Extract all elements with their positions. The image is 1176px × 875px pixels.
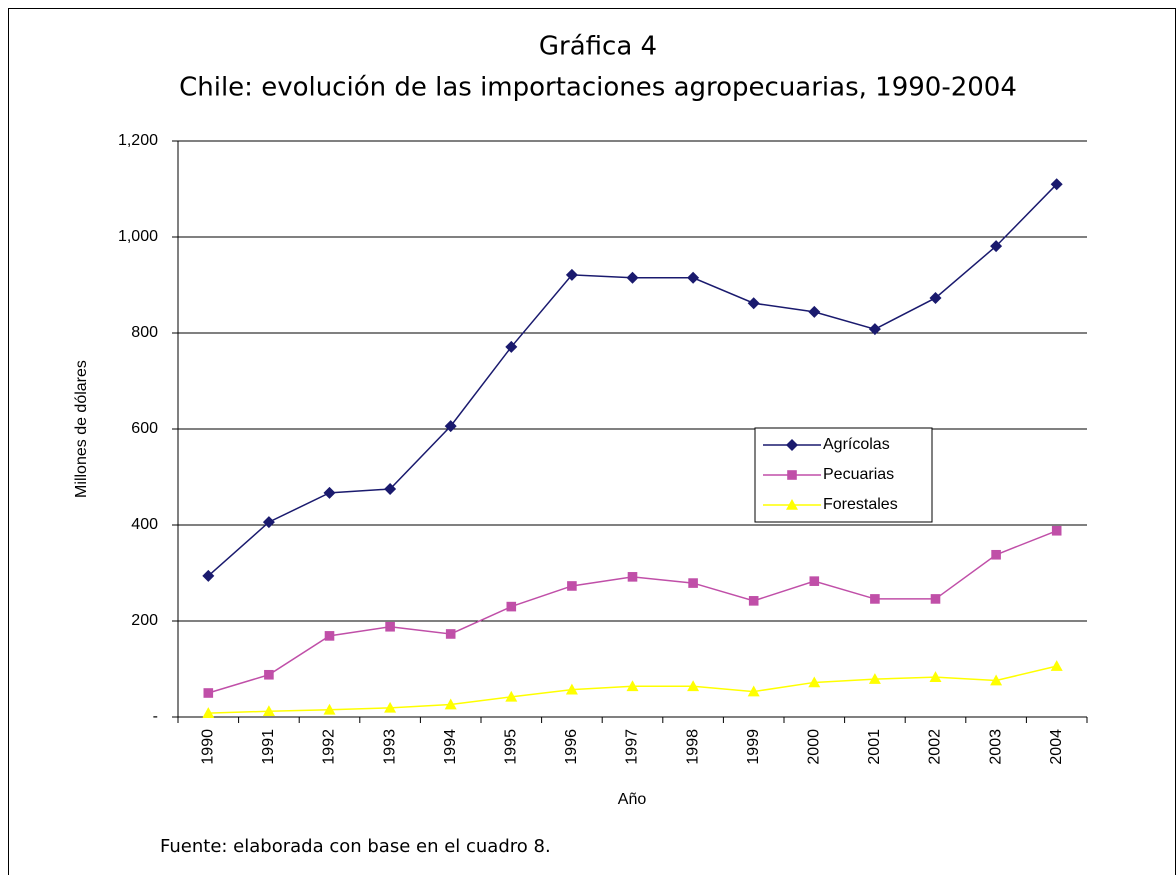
marker (264, 669, 274, 680)
legend-label: Forestales (823, 496, 898, 513)
marker (747, 297, 760, 310)
marker (203, 688, 214, 698)
x-tick-label: 1991 (260, 729, 277, 765)
marker (786, 499, 798, 510)
y-tick-label: 1,200 (118, 132, 158, 149)
marker (747, 685, 760, 697)
marker (444, 420, 457, 433)
marker (202, 569, 215, 582)
marker (1051, 525, 1062, 536)
marker (626, 271, 639, 284)
marker (929, 671, 942, 682)
marker (929, 291, 942, 304)
marker (868, 673, 881, 684)
x-tick-label: 1990 (200, 729, 217, 765)
marker (991, 549, 1001, 560)
marker (444, 698, 457, 710)
marker (786, 439, 798, 451)
marker (870, 594, 880, 604)
marker (262, 516, 275, 529)
marker (1050, 660, 1063, 671)
y-tick-label: - (153, 708, 158, 725)
legend-label: Agrícolas (823, 436, 890, 453)
x-tick-label: 1997 (624, 729, 641, 765)
marker (990, 240, 1003, 253)
marker (930, 594, 941, 604)
source-note: Fuente: elaborada con base en el cuadro … (160, 836, 551, 857)
marker (202, 707, 215, 718)
x-tick-label: 2001 (866, 729, 883, 765)
x-tick-label: 2004 (1048, 729, 1065, 765)
x-tick-label: 1999 (745, 729, 762, 765)
marker (506, 601, 517, 612)
x-tick-label: 1996 (563, 729, 580, 765)
marker (384, 483, 397, 495)
x-tick-label: 1994 (442, 729, 459, 765)
marker (505, 340, 518, 353)
chart-title: Gráfica 4 (539, 32, 657, 62)
marker (384, 701, 397, 713)
y-tick-label: 800 (131, 324, 158, 341)
marker (565, 268, 578, 281)
x-tick-label: 1992 (321, 729, 338, 765)
marker (323, 486, 336, 499)
y-tick-label: 400 (131, 516, 158, 533)
marker (808, 676, 821, 688)
marker (1050, 178, 1063, 191)
x-axis-label: Año (618, 791, 647, 808)
marker (809, 576, 820, 586)
x-tick-label: 1995 (503, 729, 520, 765)
x-tick-label: 2003 (987, 729, 1004, 765)
marker (445, 629, 456, 639)
marker (565, 683, 578, 695)
y-tick-label: 600 (131, 420, 158, 437)
marker (687, 271, 700, 284)
marker (990, 674, 1003, 686)
x-tick-label: 2000 (806, 729, 823, 765)
marker (688, 578, 698, 588)
marker (868, 323, 881, 336)
marker (324, 631, 335, 641)
marker (627, 572, 638, 582)
marker (567, 581, 577, 591)
marker (323, 703, 336, 715)
chart-subtitle: Chile: evolución de las importaciones ag… (179, 73, 1017, 103)
marker (505, 690, 518, 702)
marker (262, 705, 275, 717)
legend-label: Pecuarias (823, 466, 894, 483)
y-tick-label: 200 (131, 612, 158, 629)
marker (687, 680, 700, 692)
y-tick-label: 1,000 (118, 228, 158, 245)
marker (626, 680, 639, 692)
x-tick-label: 1998 (684, 729, 701, 765)
series-line (208, 530, 1057, 694)
marker (748, 596, 759, 606)
marker (385, 621, 395, 632)
x-tick-label: 1993 (381, 729, 398, 765)
y-axis-label: Millones de dólares (73, 360, 90, 498)
x-tick-label: 2002 (927, 729, 944, 765)
marker (787, 470, 797, 480)
marker (808, 305, 821, 318)
